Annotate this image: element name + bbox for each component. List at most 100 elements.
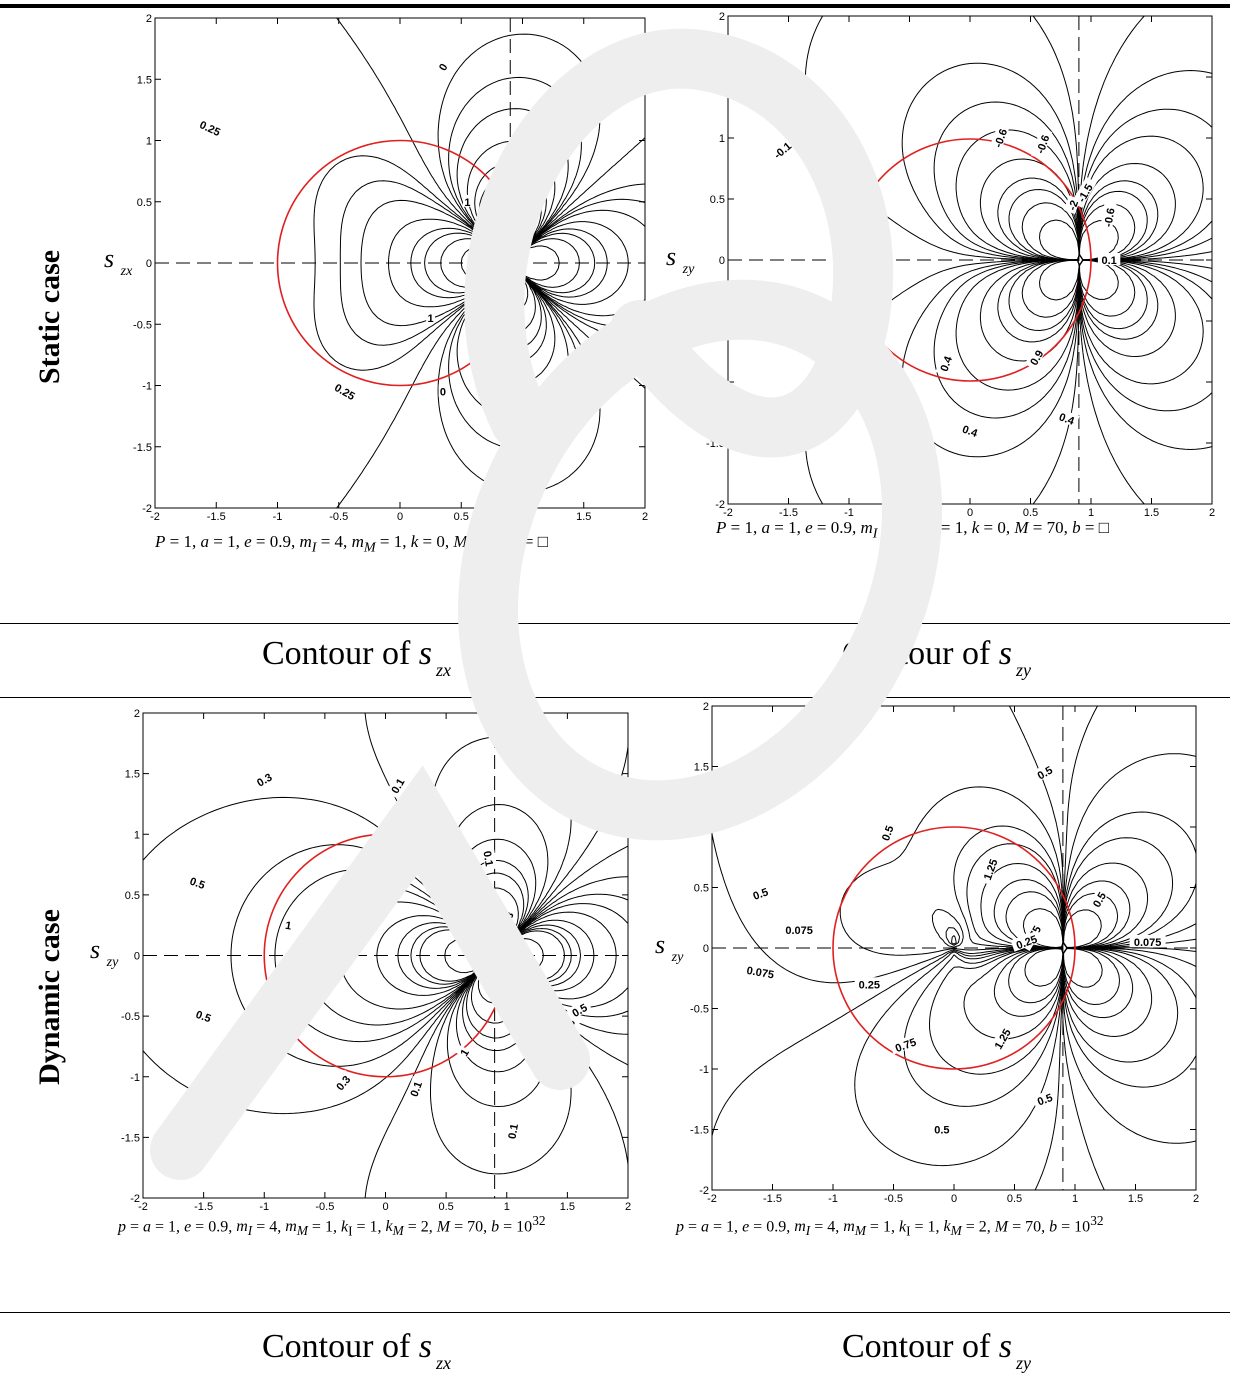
contour-plot-dynamic-zy: 0.50.50.51.250.0750.750.250.50.0750.0750… (690, 701, 1199, 1205)
x-tick-label: 0.5 (454, 511, 469, 523)
x-tick-label: 1.5 (1144, 507, 1159, 519)
contour-line (388, 218, 629, 308)
y-tick-label: -2 (142, 503, 152, 515)
contour-line (955, 129, 1204, 385)
contour-line (901, 70, 1213, 458)
x-tick-label: -1.5 (763, 1193, 782, 1205)
contour-line (903, 811, 1197, 1107)
y-tick-label: 0.5 (694, 883, 709, 895)
y-tick-label: 2 (703, 701, 709, 713)
contour-label: 0.075 (746, 965, 775, 982)
x-tick-label: 0 (397, 511, 403, 523)
contour-line (462, 860, 529, 1051)
x-tick-label: -1.5 (194, 1201, 213, 1213)
contour-line (929, 837, 1174, 1075)
x-tick-label: -1 (273, 511, 283, 523)
x-tick-label: 0 (967, 507, 973, 519)
panel2-ylabel: s zy (666, 242, 695, 277)
y-tick-label: 1.5 (694, 762, 709, 774)
y-tick-label: -0.5 (133, 319, 152, 331)
x-tick-label: 2 (1193, 1193, 1199, 1205)
y-tick-label: 2 (134, 708, 140, 720)
contour-label: 0.75 (894, 1036, 918, 1055)
contour-label: 0.1 (507, 1123, 521, 1140)
contour-label: -0.6 (992, 127, 1010, 149)
caption-row1-left: Contour of s zx (262, 635, 452, 680)
y-tick-label: 0.5 (125, 890, 140, 902)
contour-label: 0 (440, 387, 446, 399)
contour-label: -0.6 (1035, 133, 1053, 155)
y-tick-label: 1 (719, 133, 725, 145)
caption-row2-right: Contour of s zy (842, 1328, 1032, 1373)
tick-labels: -2 -1.5 -1 -0.5 0 0.5 1 1.5 2 -2 -1.5 -1 -0.5 0 0.5 1 1.… (690, 701, 1199, 1205)
y-tick-label: 0 (703, 943, 709, 955)
panel1-ylabel: s zx (104, 244, 133, 279)
x-tick-label: -0.5 (329, 511, 348, 523)
x-tick-label: 0 (382, 1201, 388, 1213)
top-rule (0, 4, 1230, 8)
contour-line (901, 62, 1213, 450)
rule-row1-top (0, 623, 1230, 624)
panel4-params: p = a = 1, e = 0.9, mI = 4, mM = 1, kI =… (676, 1213, 1104, 1239)
x-tick-label: -2 (707, 1193, 717, 1205)
y-tick-label: -1 (130, 1072, 140, 1084)
contour-lines (711, 705, 1197, 1191)
x-tick-label: -2 (150, 511, 160, 523)
rule-row1-bottom (0, 697, 1230, 698)
y-tick-label: -2 (715, 499, 725, 511)
tick-labels: -2 -1.5 -1 -0.5 0 0.5 1 1.5 2 -2 -1.5 -1 -0.5 0 0.5 1 1.… (133, 13, 648, 523)
y-tick-label: 2 (719, 11, 725, 23)
contour-label: 0.4 (938, 354, 955, 373)
contour-label: 0.5 (934, 1125, 949, 1137)
contour-label: 1 (428, 313, 434, 325)
x-tick-label: 1 (1088, 507, 1094, 519)
x-tick-label: 1.5 (576, 511, 591, 523)
contour-label: 0.5 (752, 886, 770, 903)
contour-label: -0.25 (570, 114, 597, 132)
x-tick-label: 0.5 (1023, 507, 1038, 519)
y-tick-label: -2 (699, 1185, 709, 1197)
x-tick-label: -1 (259, 1201, 269, 1213)
tick-labels: -2 -1.5 -1 -0.5 0 0.5 1 1.5 2 -2 -1.5 -1 -0.5 0 0.5 1 1.… (121, 708, 631, 1213)
x-tick-label: -2 (138, 1201, 148, 1213)
y-tick-label: 1 (146, 136, 152, 148)
x-tick-label: 1 (1072, 1193, 1078, 1205)
x-tick-label: 2 (642, 511, 648, 523)
plot-area: 0.50.50.51.250.0750.750.250.50.0750.0750… (711, 705, 1197, 1191)
x-tick-label: -0.5 (884, 1193, 903, 1205)
x-tick-label: -1.5 (207, 511, 226, 523)
y-tick-label: 0 (134, 951, 140, 963)
panel3-params: p = a = 1, e = 0.9, mI = 4, mM = 1, kI =… (118, 1213, 546, 1239)
x-tick-label: 1.5 (1128, 1193, 1143, 1205)
contour-label: -0.25 (503, 335, 526, 363)
y-tick-label: -1.5 (121, 1132, 140, 1144)
contour-line (1005, 891, 1120, 1005)
contour-label: 1 (464, 197, 470, 209)
plot-area: -0.1-0.1-0.6 -0.6-1.5-2-0.60.10.4 0.90.40.… (728, 15, 1213, 505)
contour-line (1021, 202, 1136, 317)
contour-label: 0.075 (1134, 937, 1162, 949)
contour-labels: -0.1-0.1-0.6 -0.6-1.5-2-0.60.10.4 0.90.40.… (766, 121, 1121, 440)
x-tick-label: 2 (625, 1201, 631, 1213)
x-tick-label: 1 (504, 1201, 510, 1213)
contour-label: 0.5 (1036, 1092, 1054, 1109)
y-tick-label: 1.5 (710, 72, 725, 84)
panel4-ylabel: s zy (655, 930, 684, 965)
row-label-dynamic: Dynamic case (33, 909, 66, 1085)
y-tick-label: -2 (130, 1193, 140, 1205)
contour-label: 0.4 (1057, 411, 1076, 428)
contour-label: 3 (470, 270, 476, 282)
panel1-params: P = 1, a = 1, e = 0.9, mI = 4, mM = 1, k… (155, 532, 548, 556)
contour-line (854, 753, 1197, 1167)
y-tick-label: 1 (134, 829, 140, 841)
y-tick-label: 0.5 (710, 194, 725, 206)
rule-row2-top (0, 1312, 1230, 1313)
y-tick-label: -0.5 (121, 1011, 140, 1023)
y-tick-label: -1 (715, 377, 725, 389)
contour-label: 0.1 (1101, 255, 1116, 267)
y-tick-label: -1.5 (706, 438, 725, 450)
caption-row2-left: Contour of s zx (262, 1328, 452, 1373)
y-tick-label: -1 (142, 381, 152, 393)
